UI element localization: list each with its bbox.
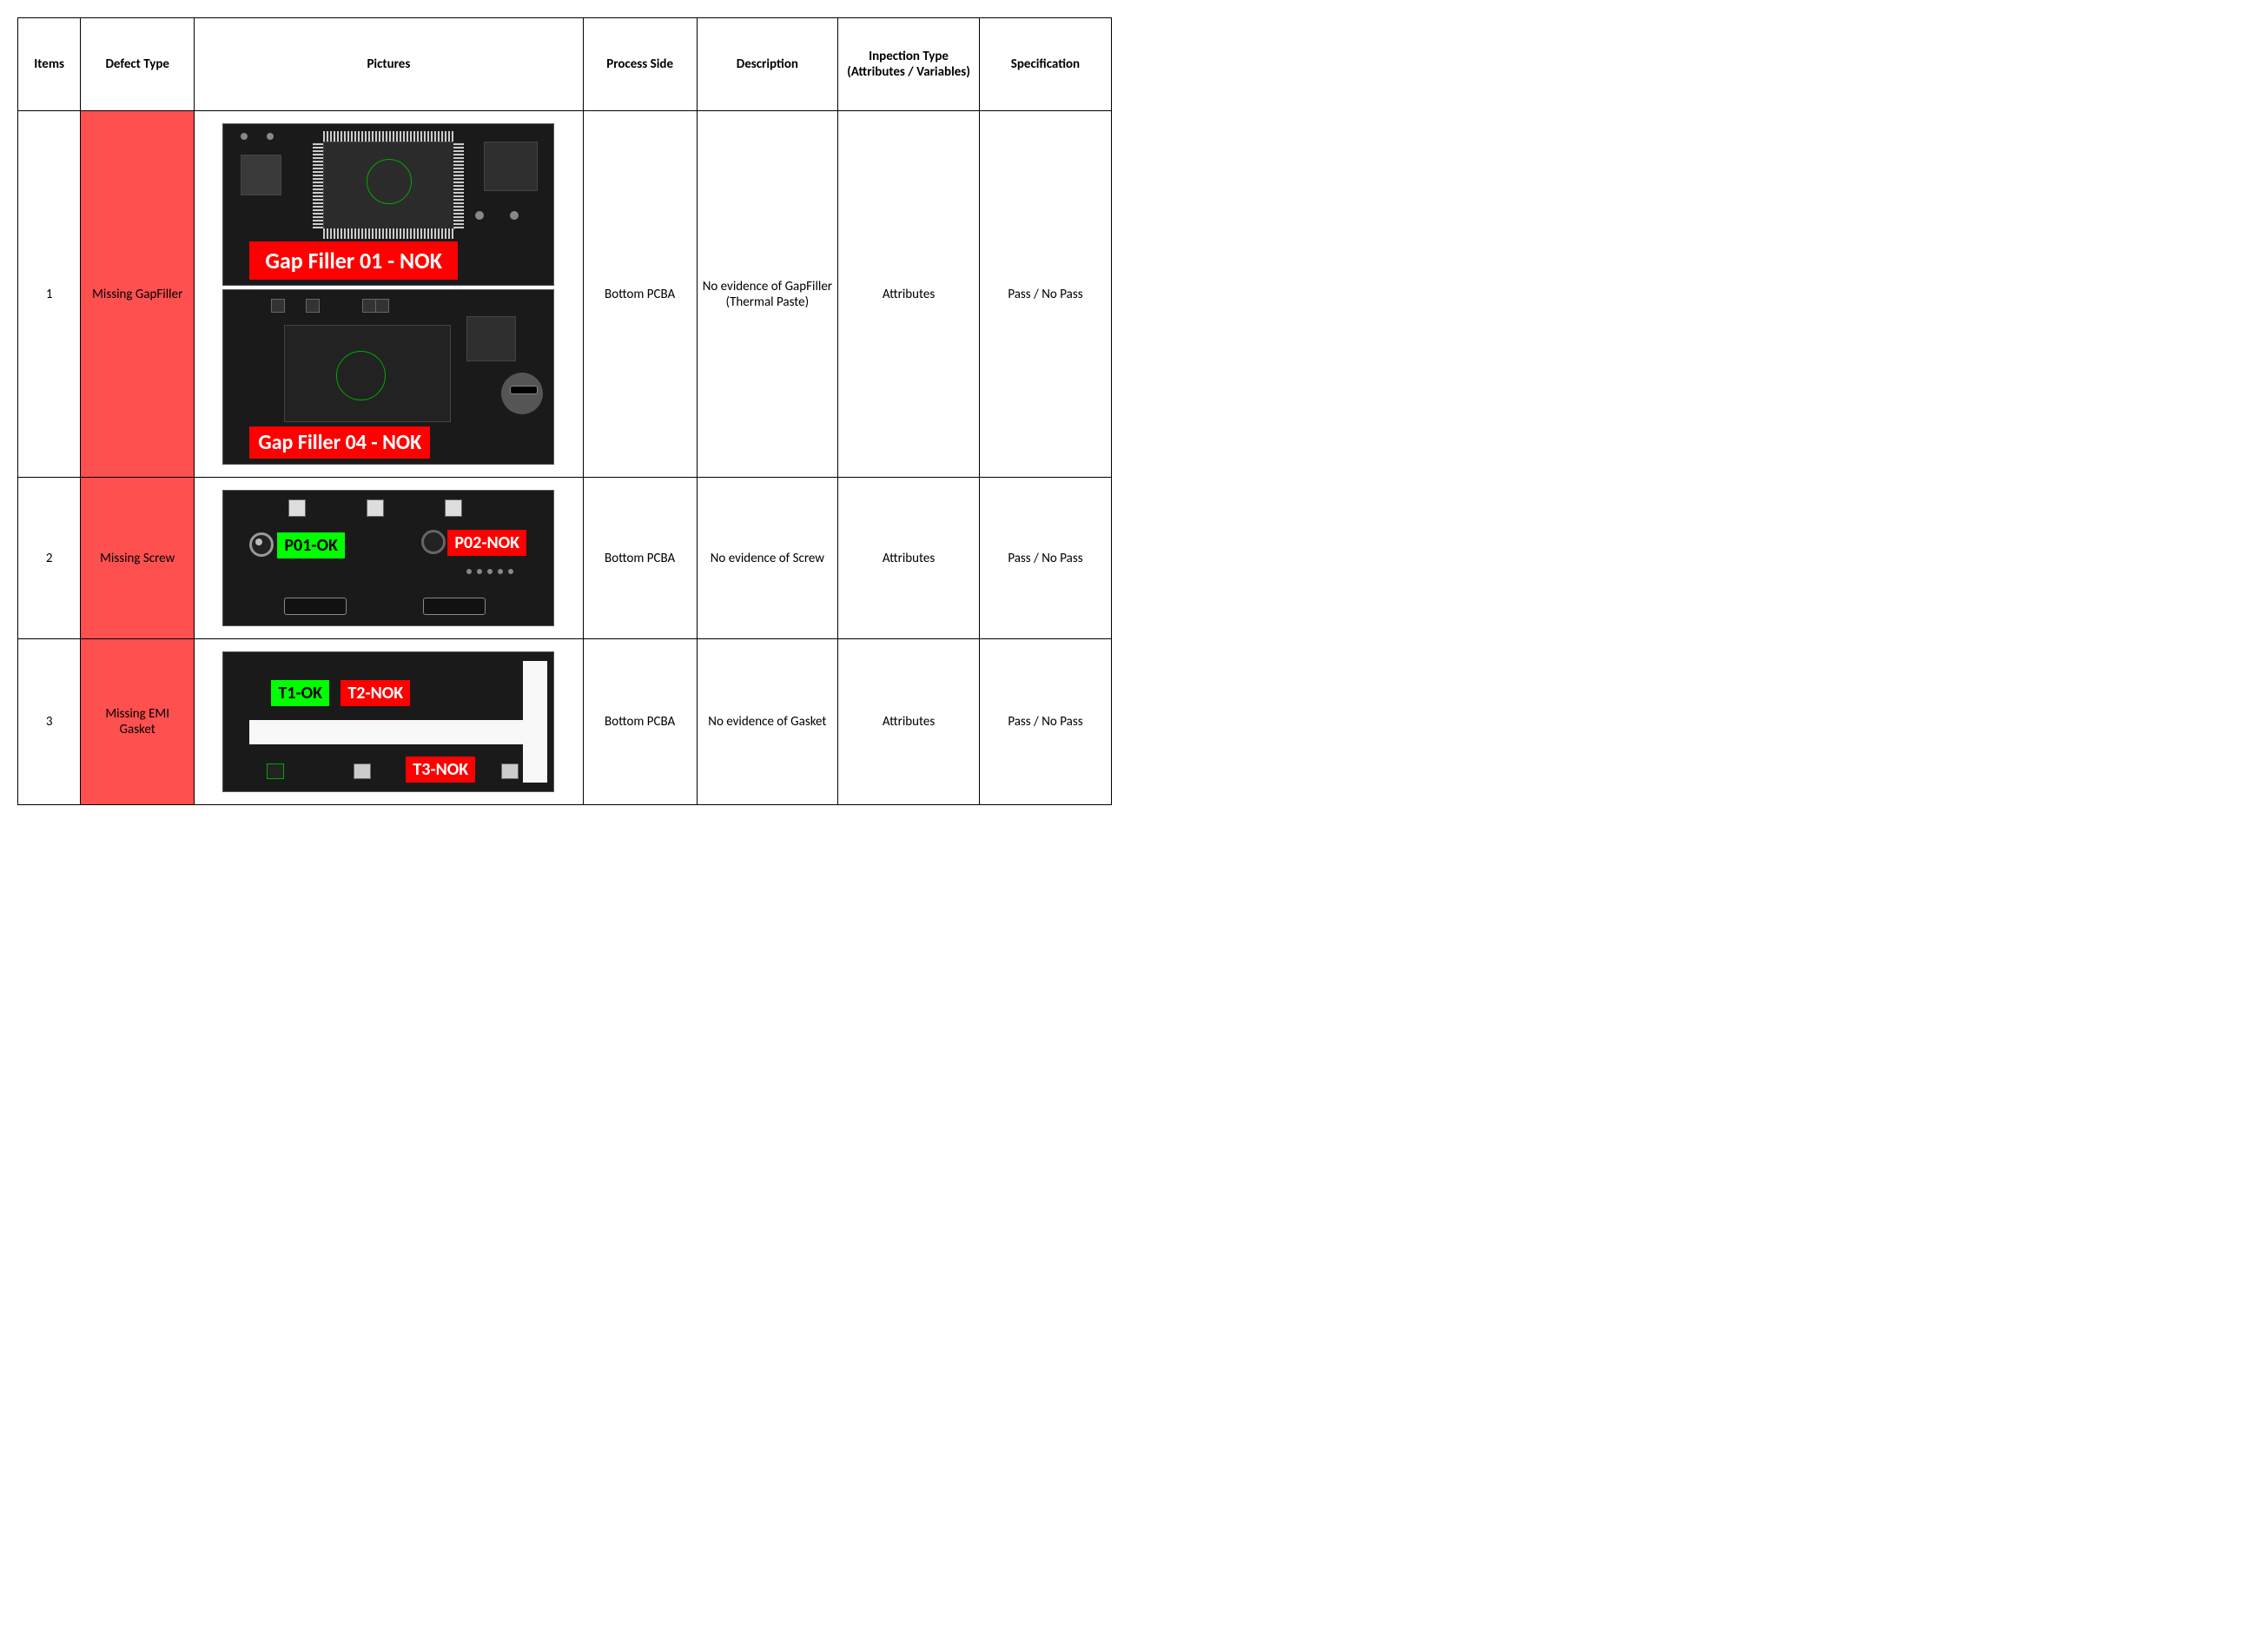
defect-inspection-table: Items Defect Type Pictures Process Side …: [17, 17, 1112, 805]
header-defect-type: Defect Type: [81, 18, 195, 111]
cell-process-side: Bottom PCBA: [583, 639, 697, 805]
cell-process-side: Bottom PCBA: [583, 478, 697, 639]
cell-defect-type: Missing Screw: [81, 478, 195, 639]
label-t3-nok: T3-NOK: [406, 757, 475, 783]
cell-description: No evidence of GapFiller (Thermal Paste): [697, 111, 838, 478]
pcb-image-gasket: T1-OK T2-NOK T3-NOK: [222, 651, 554, 792]
cell-pictures: T1-OK T2-NOK T3-NOK: [195, 639, 584, 805]
table-row: 3 Missing EMI Gasket T1-OK T2-NOK T3-NOK…: [18, 639, 1112, 805]
header-specification: Specification: [979, 18, 1111, 111]
cell-item: 2: [18, 478, 81, 639]
cell-inspection-type: Attributes: [838, 639, 980, 805]
header-row: Items Defect Type Pictures Process Side …: [18, 18, 1112, 111]
cell-inspection-type: Attributes: [838, 111, 980, 478]
screw-ok-icon: [249, 532, 274, 557]
cell-description: No evidence of Gasket: [697, 639, 838, 805]
cell-pictures: Gap Filler 01 - NOK Gap Filler 04 - NOK: [195, 111, 584, 478]
pcb-image-screw: P01-OK P02-NOK: [222, 490, 554, 626]
label-t1-ok: T1-OK: [271, 680, 329, 706]
label-t2-nok: T2-NOK: [341, 680, 410, 706]
pcb-image-gapfiller-04: Gap Filler 04 - NOK: [222, 289, 554, 465]
pcb-image-gapfiller-01: Gap Filler 01 - NOK: [222, 123, 554, 286]
cell-defect-type: Missing EMI Gasket: [81, 639, 195, 805]
cell-inspection-type: Attributes: [838, 478, 980, 639]
header-pictures: Pictures: [195, 18, 584, 111]
cell-pictures: P01-OK P02-NOK: [195, 478, 584, 639]
label-gapfiller-04-nok: Gap Filler 04 - NOK: [249, 426, 430, 459]
cell-defect-type: Missing GapFiller: [81, 111, 195, 478]
label-gapfiller-01-nok: Gap Filler 01 - NOK: [249, 241, 458, 280]
label-p01-ok: P01-OK: [277, 532, 345, 558]
label-p02-nok: P02-NOK: [447, 530, 526, 556]
table-row: 1 Missing GapFiller Gap Fil: [18, 111, 1112, 478]
cell-item: 3: [18, 639, 81, 805]
cell-item: 1: [18, 111, 81, 478]
screw-nok-icon: [421, 530, 446, 554]
cell-description: No evidence of Screw: [697, 478, 838, 639]
header-items: Items: [18, 18, 81, 111]
cell-specification: Pass / No Pass: [979, 478, 1111, 639]
header-inspection-type: Inpection Type (Attributes / Variables): [838, 18, 980, 111]
inspection-circle-icon: [336, 351, 386, 400]
cell-specification: Pass / No Pass: [979, 111, 1111, 478]
header-process-side: Process Side: [583, 18, 697, 111]
cell-process-side: Bottom PCBA: [583, 111, 697, 478]
cell-specification: Pass / No Pass: [979, 639, 1111, 805]
table-row: 2 Missing Screw P01-OK P02-NOK: [18, 478, 1112, 639]
header-description: Description: [697, 18, 838, 111]
